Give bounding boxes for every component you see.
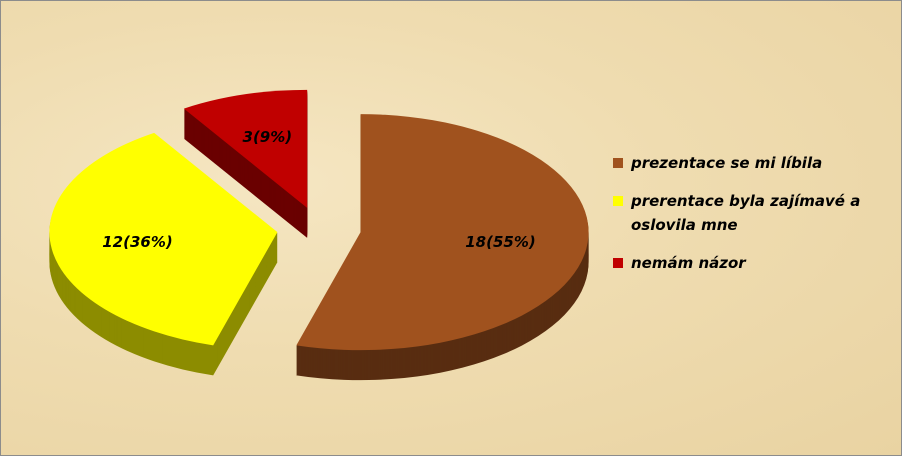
legend-entry: prezentace se mi líbila <box>613 151 898 175</box>
legend-swatch <box>613 196 623 206</box>
pie-slice <box>296 114 589 381</box>
legend-swatch <box>613 158 623 168</box>
slice-top <box>296 114 589 351</box>
legend: prezentace se mi líbila prerentace byla z… <box>613 151 898 289</box>
pie-slice <box>183 89 308 238</box>
pie-slice <box>49 132 278 376</box>
data-label: 12(36%) <box>102 233 173 251</box>
slice-top <box>49 132 278 346</box>
data-label: 18(55%) <box>465 233 536 251</box>
legend-entry: nemám názor <box>613 251 898 275</box>
legend-label: nemám názor <box>631 254 746 272</box>
slice-top <box>183 89 308 208</box>
legend-label: prezentace se mi líbila <box>631 154 823 172</box>
legend-label: prerentace byla zajímavé a oslovila mne <box>631 192 861 234</box>
data-label: 3(9%) <box>243 128 293 146</box>
legend-entry: prerentace byla zajímavé a oslovila mne <box>613 189 898 237</box>
legend-swatch <box>613 258 623 268</box>
